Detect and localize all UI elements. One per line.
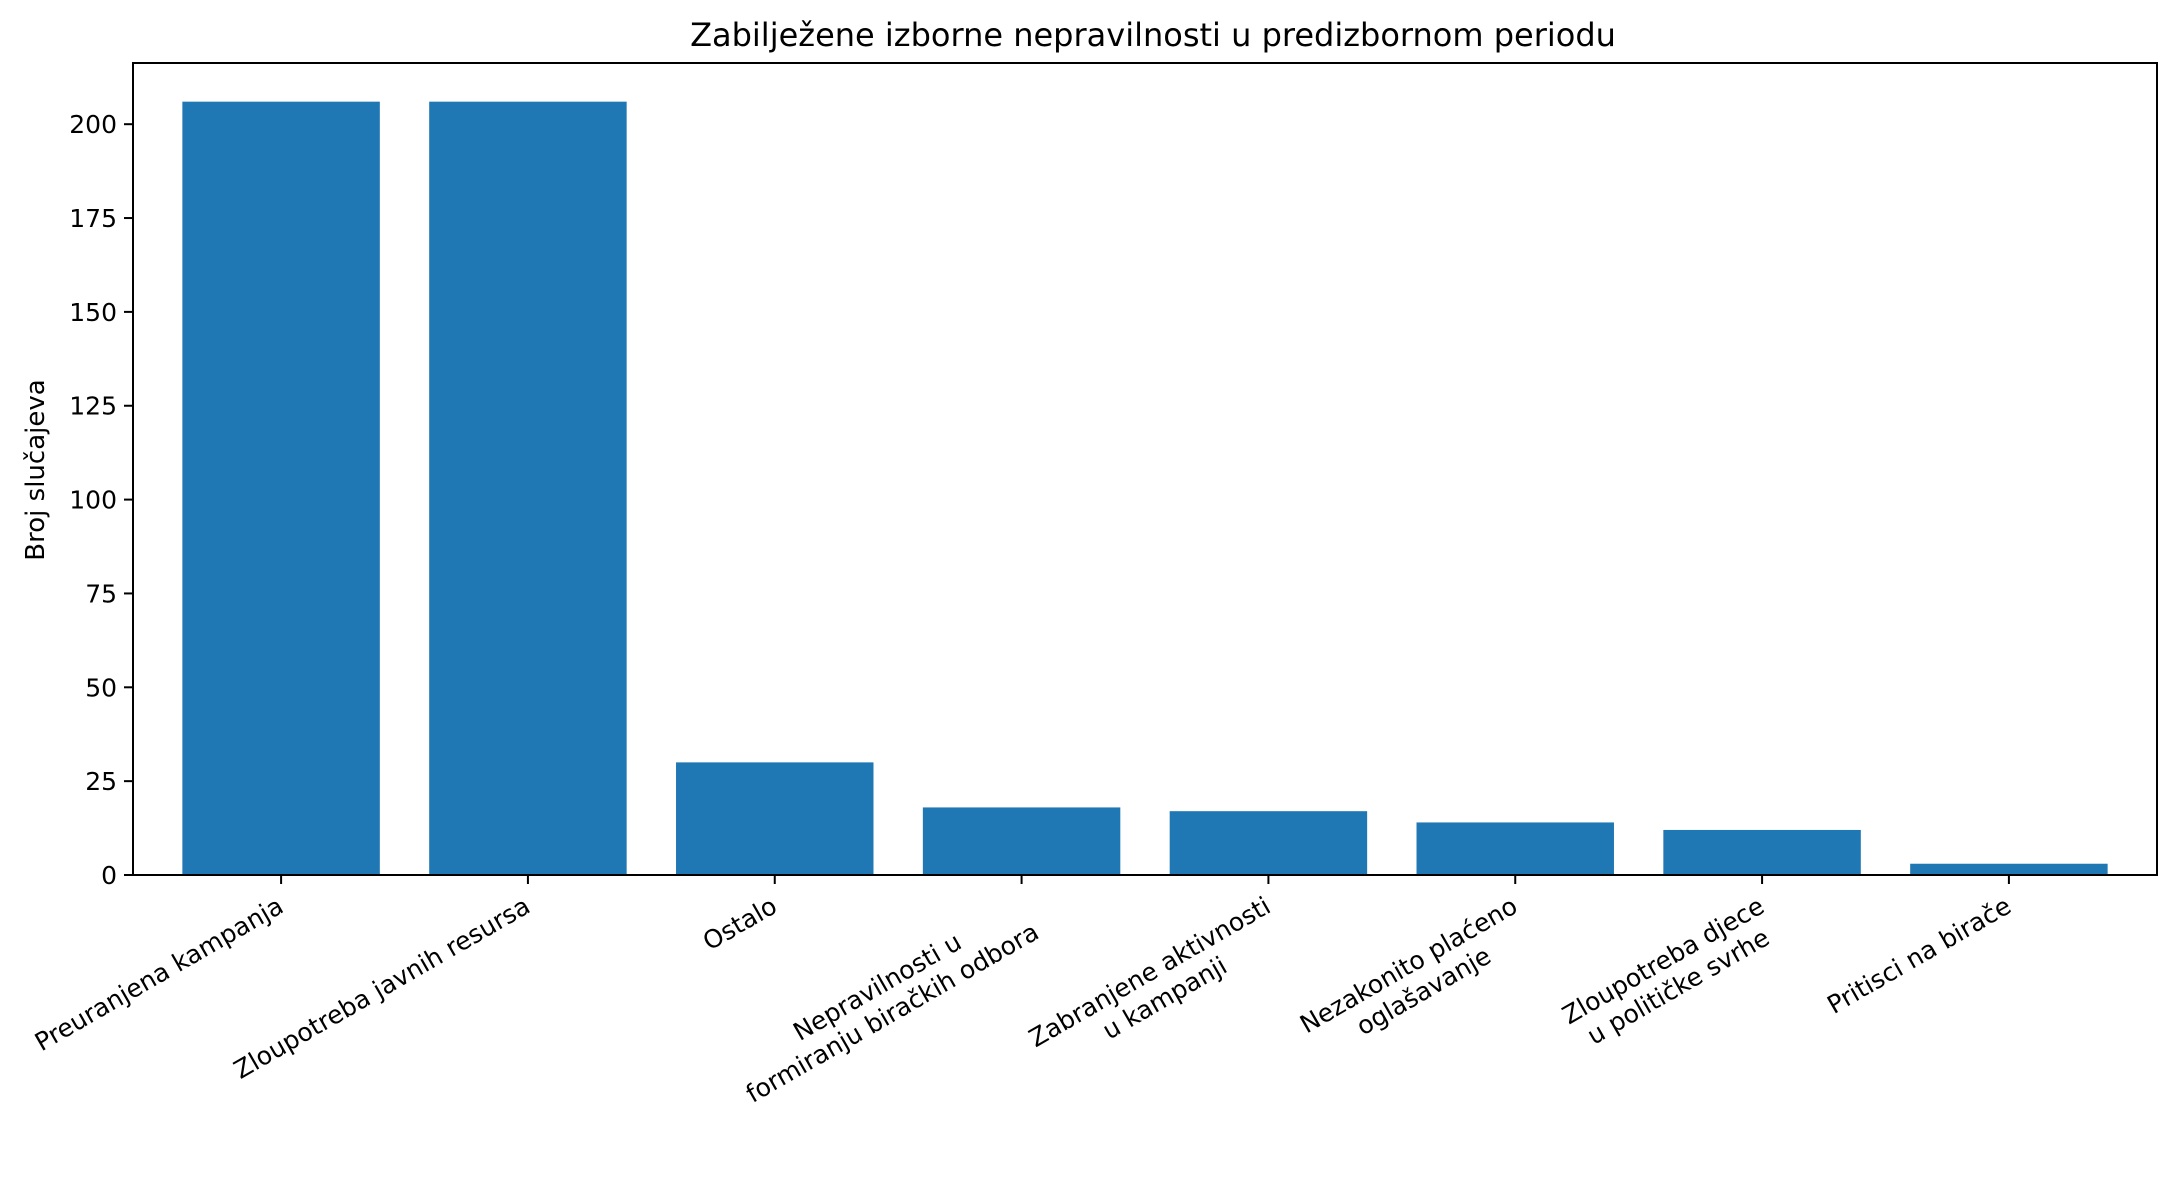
y-tick-label: 100 <box>69 486 117 515</box>
bar <box>1416 822 1614 875</box>
x-tick-label: Preuranjena kampanja <box>30 891 288 1057</box>
bar <box>182 101 380 875</box>
chart-title: Zabilježene izborne nepravilnosti u pred… <box>690 16 1616 54</box>
y-tick-label: 150 <box>69 298 117 327</box>
x-tick-label: Zloupotreba djeceu političke svrhe <box>1557 891 1784 1056</box>
y-tick-label: 175 <box>69 204 117 233</box>
y-axis-label: Broj slučajeva <box>21 379 51 560</box>
bar <box>922 807 1121 875</box>
x-tick-label: Ostalo <box>698 891 782 956</box>
plot-frame <box>132 62 2158 876</box>
y-tick-label: 25 <box>85 767 117 796</box>
bar <box>1663 829 1861 875</box>
y-axis: 0 25 50 75 100 125 150 175 200 <box>69 110 133 890</box>
y-tick-label: 0 <box>101 861 117 890</box>
y-tick-label: 200 <box>69 110 117 139</box>
y-tick-label: 125 <box>69 392 117 421</box>
bar <box>429 101 627 875</box>
x-tick-label: Zabranjene aktivnostiu kampanji <box>1024 891 1290 1079</box>
x-tick-label: Pritisci na birače <box>1822 891 2016 1020</box>
x-tick-label: Nepravilnosti uformiranju biračkih odbor… <box>726 891 1044 1108</box>
y-tick-label: 75 <box>85 579 117 608</box>
bars-group <box>182 101 2108 875</box>
bar <box>676 762 874 875</box>
y-tick-label: 50 <box>85 673 117 702</box>
bar <box>1910 863 2108 875</box>
x-tick-label: Nezakonito plaćenooglašavanje <box>1295 891 1537 1065</box>
bar <box>1169 811 1368 875</box>
